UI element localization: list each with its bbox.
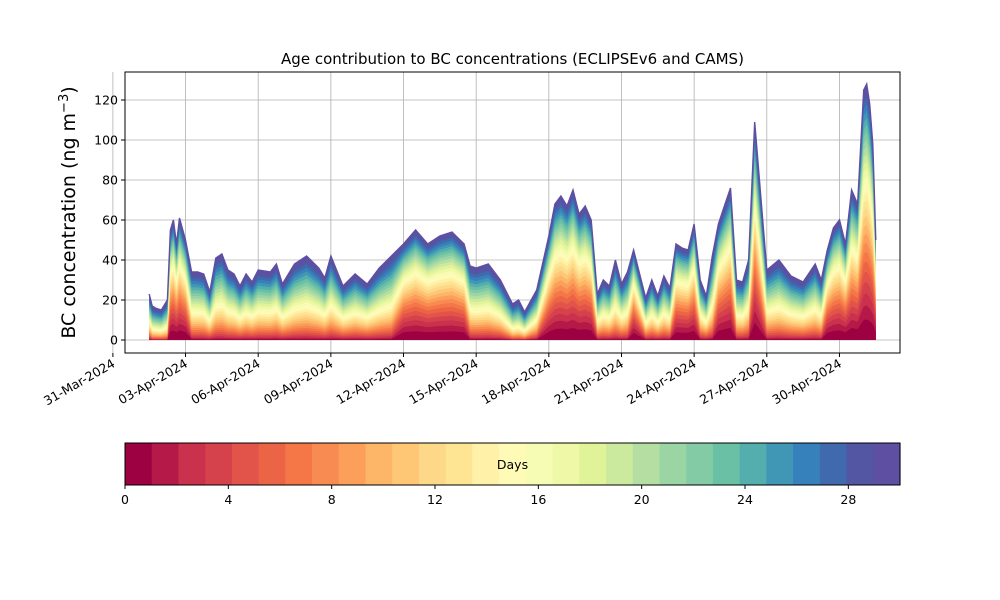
y-tick-label: 60 (102, 213, 118, 228)
x-tick-label: 31-Mar-2024 (41, 356, 117, 409)
y-tick-label: 20 (102, 293, 118, 308)
plot-frame (124, 71, 901, 354)
colorbar-swatch (365, 443, 393, 485)
age-colorbar: Days 0 4 8 12 16 20 24 28 (121, 442, 901, 507)
colorbar-swatch (766, 443, 794, 485)
colorbar-swatch (739, 443, 767, 485)
colorbar-swatch (125, 443, 153, 485)
colorbar-tick-label: 16 (530, 492, 546, 507)
colorbar-swatch (606, 443, 634, 485)
colorbar-swatch (846, 443, 874, 485)
colorbar-tick-label: 0 (121, 492, 129, 507)
x-tick-label: 12-Apr-2024 (334, 356, 408, 408)
colorbar-swatch (873, 443, 901, 485)
x-tick-label: 27-Apr-2024 (697, 356, 771, 408)
colorbar-swatch (445, 443, 474, 485)
x-axis: 31-Mar-202403-Apr-202406-Apr-202409-Apr-… (41, 353, 844, 408)
colorbar-swatch (686, 443, 714, 485)
x-tick-label: 06-Apr-2024 (188, 356, 262, 408)
x-tick-label: 21-Apr-2024 (552, 356, 626, 408)
y-tick-label: 100 (94, 133, 118, 148)
colorbar-tick-label: 24 (737, 492, 753, 507)
colorbar-swatch (632, 443, 661, 485)
y-tick-label: 80 (102, 173, 118, 188)
y-tick-label: 0 (110, 333, 118, 348)
colorbar-swatch (312, 443, 340, 485)
colorbar-swatch (285, 443, 313, 485)
colorbar-label: Days (497, 457, 528, 472)
colorbar-swatch (793, 443, 821, 485)
chart-title: Age contribution to BC concentrations (E… (281, 50, 744, 68)
colorbar-swatch (472, 443, 500, 485)
x-tick-label: 09-Apr-2024 (261, 356, 335, 408)
colorbar-swatch (659, 443, 687, 485)
colorbar-swatch (258, 443, 286, 485)
colorbar-swatch (178, 443, 206, 485)
colorbar-swatch (712, 443, 741, 485)
x-tick-label: 15-Apr-2024 (406, 356, 480, 408)
colorbar-tick-label: 28 (840, 492, 856, 507)
colorbar-swatch (392, 443, 420, 485)
colorbar-swatch (819, 443, 848, 485)
x-tick-label: 24-Apr-2024 (624, 356, 698, 408)
colorbar-tick-label: 20 (634, 492, 650, 507)
colorbar-swatch (499, 443, 527, 485)
colorbar-swatch (231, 443, 260, 485)
y-axis-label: BC concentration (ng m−3) (57, 86, 80, 338)
y-tick-label: 40 (102, 253, 118, 268)
colorbar-swatch (338, 443, 367, 485)
age-band-0-area (149, 319, 876, 340)
colorbar-swatch (205, 443, 233, 485)
x-tick-label: 30-Apr-2024 (770, 356, 844, 408)
age-stacked-areas (148, 81, 877, 341)
colorbar-swatch (525, 443, 554, 485)
colorbar-tick-label: 4 (224, 492, 232, 507)
colorbar-swatch (151, 443, 180, 485)
total-outline (148, 81, 877, 314)
x-tick-label: 03-Apr-2024 (116, 356, 190, 408)
x-tick-label: 18-Apr-2024 (479, 356, 553, 408)
colorbar-tick-label: 12 (427, 492, 443, 507)
colorbar-swatch (418, 443, 447, 485)
colorbar-swatch (552, 443, 580, 485)
y-tick-label: 120 (94, 93, 118, 108)
colorbar-swatch (579, 443, 607, 485)
colorbar-tick-label: 8 (328, 492, 336, 507)
colorbar-frame (124, 442, 901, 486)
y-axis: 0 20 40 60 80 100 120 (94, 93, 125, 348)
